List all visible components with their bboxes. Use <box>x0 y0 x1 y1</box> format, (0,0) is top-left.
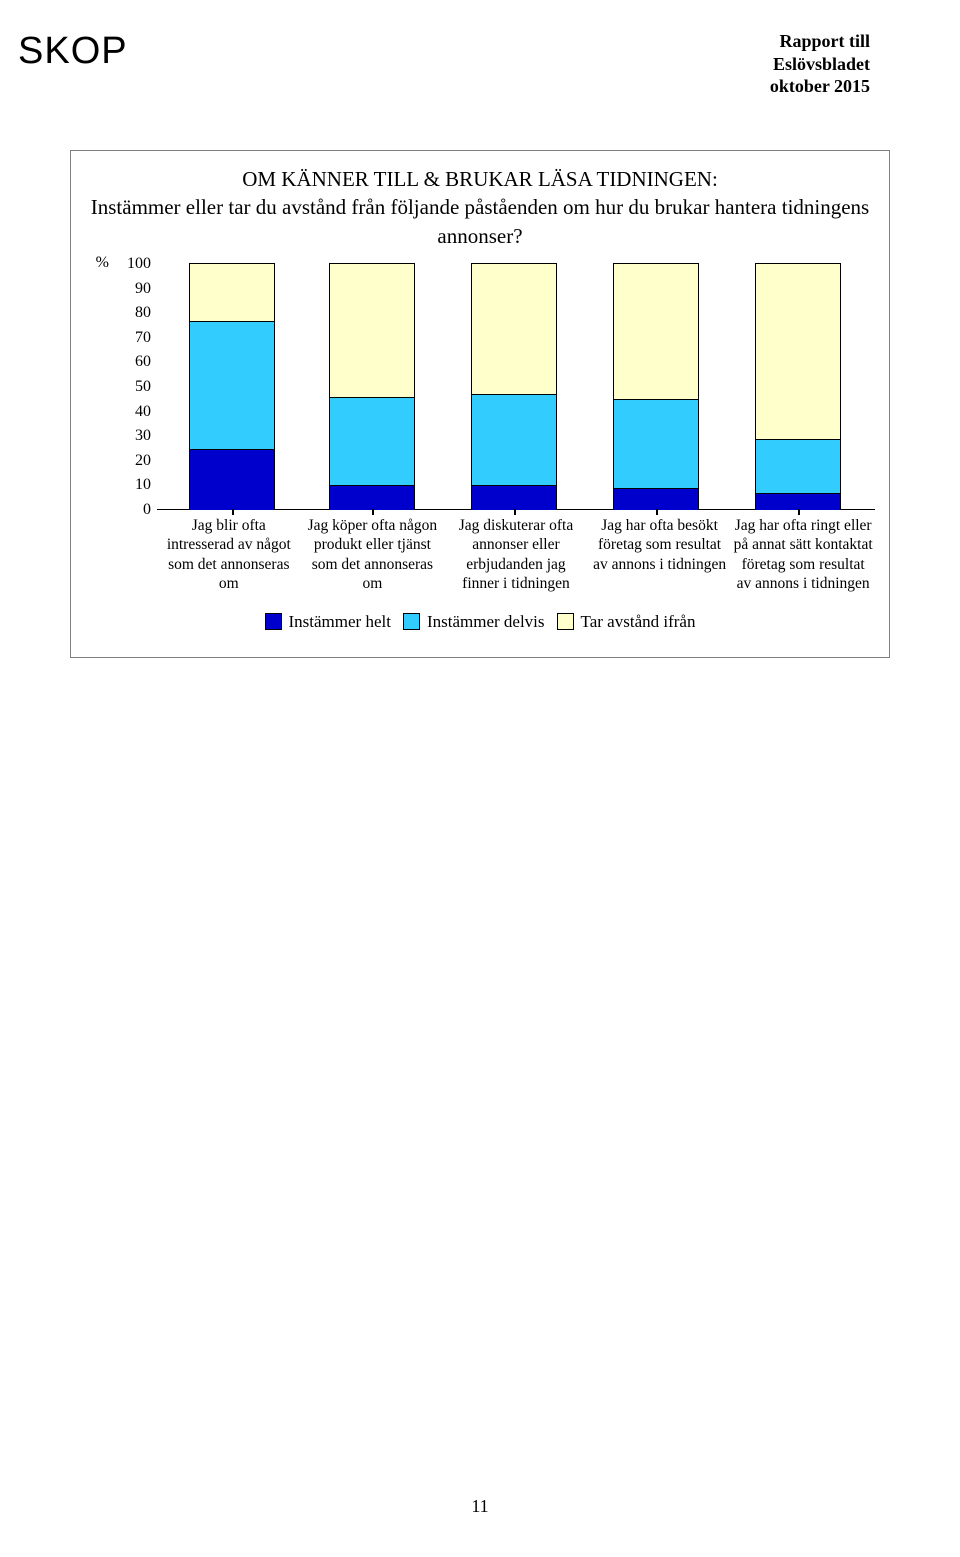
bar-column <box>755 263 841 509</box>
legend-swatch <box>265 613 282 630</box>
bar-column <box>471 263 557 509</box>
legend-item: Instämmer helt <box>265 612 391 632</box>
header-line-2: Eslövsbladet <box>770 53 870 76</box>
legend-label: Instämmer delvis <box>427 612 545 632</box>
y-tick-label: 70 <box>135 330 151 346</box>
bar-segment-helt <box>190 449 274 511</box>
bar-segment-helt <box>330 485 414 510</box>
y-tick-label: 10 <box>135 477 151 493</box>
y-tick-label: 100 <box>127 256 151 272</box>
chart-plot <box>157 264 875 510</box>
bar-segment-avstand <box>472 264 556 394</box>
legend-item: Instämmer delvis <box>403 612 545 632</box>
y-tick-label: 60 <box>135 354 151 370</box>
x-axis-label: Jag blir ofta intresserad av något som d… <box>157 516 301 594</box>
x-tick-mark <box>232 509 234 515</box>
document-page: SKOP Rapport till Eslövsbladet oktober 2… <box>0 0 960 1557</box>
y-axis-ticks: 1009080706050403020100 <box>113 264 157 510</box>
x-tick-mark <box>656 509 658 515</box>
bar-segment-avstand <box>190 264 274 321</box>
y-tick-label: 90 <box>135 281 151 297</box>
bar-segment-avstand <box>756 264 840 439</box>
legend-label: Instämmer helt <box>289 612 391 632</box>
legend-swatch <box>557 613 574 630</box>
legend-swatch <box>403 613 420 630</box>
y-tick-label: 20 <box>135 453 151 469</box>
bar-column <box>189 263 275 509</box>
bar-segment-delvis <box>472 394 556 485</box>
bar-segment-avstand <box>330 264 414 397</box>
y-tick-label: 30 <box>135 428 151 444</box>
x-axis-label: Jag köper ofta någon produkt eller tjäns… <box>301 516 445 594</box>
bar-column <box>329 263 415 509</box>
y-axis-unit: % <box>96 254 109 272</box>
bar-segment-delvis <box>190 321 274 449</box>
y-tick-label: 40 <box>135 404 151 420</box>
header-line-3: oktober 2015 <box>770 75 870 98</box>
y-tick-label: 80 <box>135 305 151 321</box>
header-report-info: Rapport till Eslövsbladet oktober 2015 <box>770 30 870 98</box>
x-tick-mark <box>372 509 374 515</box>
x-axis-label: Jag diskuterar ofta annonser eller erbju… <box>444 516 588 594</box>
chart-legend: Instämmer helt Instämmer delvis Tar avstån… <box>85 612 875 636</box>
bar-segment-helt <box>472 485 556 510</box>
x-tick-mark <box>798 509 800 515</box>
chart-title-line-1: OM KÄNNER TILL & BRUKAR LÄSA TIDNINGEN: <box>242 167 718 191</box>
bar-column <box>613 263 699 509</box>
x-tick-mark <box>514 509 516 515</box>
header-line-1: Rapport till <box>770 30 870 53</box>
legend-label: Tar avstånd ifrån <box>581 612 696 632</box>
chart-container: OM KÄNNER TILL & BRUKAR LÄSA TIDNINGEN: … <box>70 150 890 658</box>
legend-item: Tar avstånd ifrån <box>557 612 696 632</box>
y-tick-label: 0 <box>143 502 151 518</box>
header-org: SKOP <box>18 30 128 73</box>
chart-title: OM KÄNNER TILL & BRUKAR LÄSA TIDNINGEN: … <box>85 165 875 250</box>
page-number: 11 <box>0 1496 960 1517</box>
x-axis-label: Jag har ofta besökt företag som resultat… <box>588 516 732 594</box>
x-axis-label: Jag har ofta ringt eller på annat sätt k… <box>731 516 875 594</box>
x-axis-labels: Jag blir ofta intresserad av något som d… <box>157 516 875 594</box>
y-tick-label: 50 <box>135 379 151 395</box>
bar-segment-delvis <box>614 399 698 488</box>
bar-segment-delvis <box>756 439 840 493</box>
chart-plot-area: % 1009080706050403020100 <box>85 264 875 510</box>
bar-segment-helt <box>756 493 840 510</box>
y-axis-unit-col: % <box>85 264 113 510</box>
bar-segment-delvis <box>330 397 414 486</box>
bar-segment-helt <box>614 488 698 510</box>
chart-title-line-2: Instämmer eller tar du avstånd från följ… <box>91 195 869 247</box>
bar-segment-avstand <box>614 264 698 399</box>
